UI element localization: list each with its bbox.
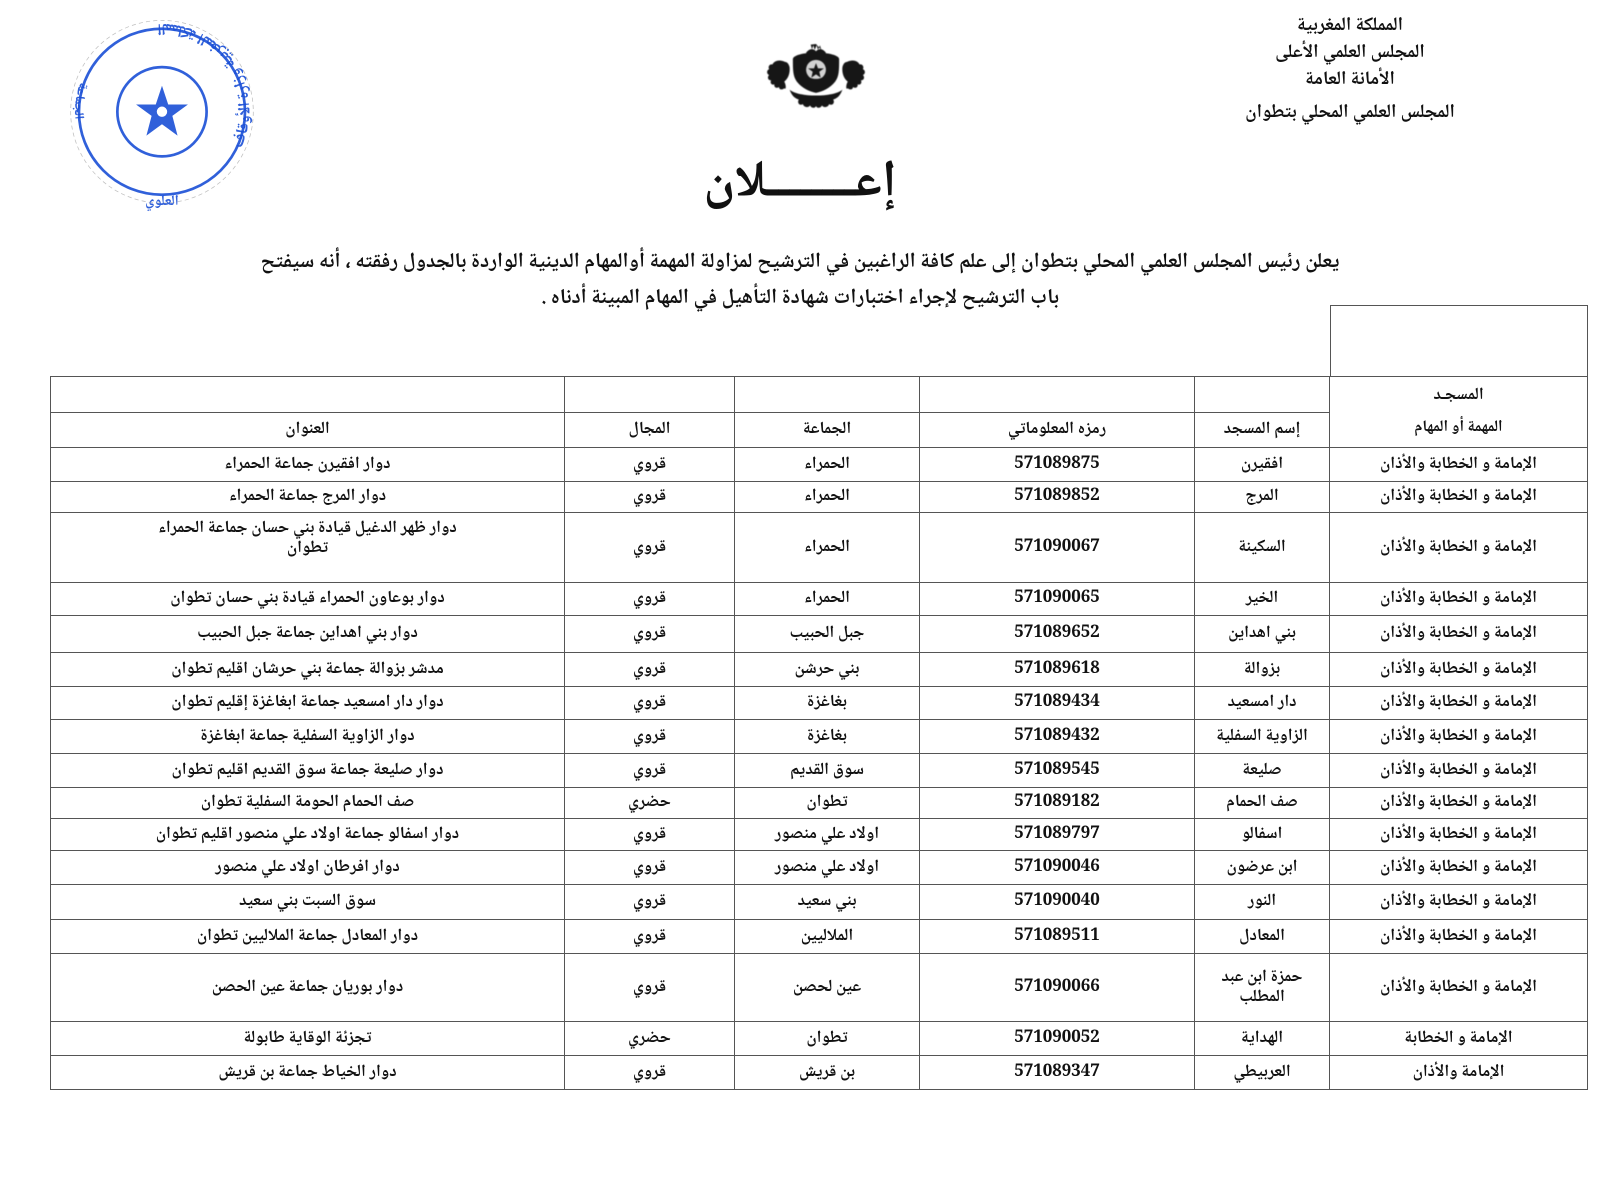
svg-text:المملكة المغربية وزارة الأوقا: المملكة المغربية وزارة الأوقاف xyxy=(157,15,261,153)
svg-text:الجماعة: الجماعة xyxy=(66,79,94,120)
